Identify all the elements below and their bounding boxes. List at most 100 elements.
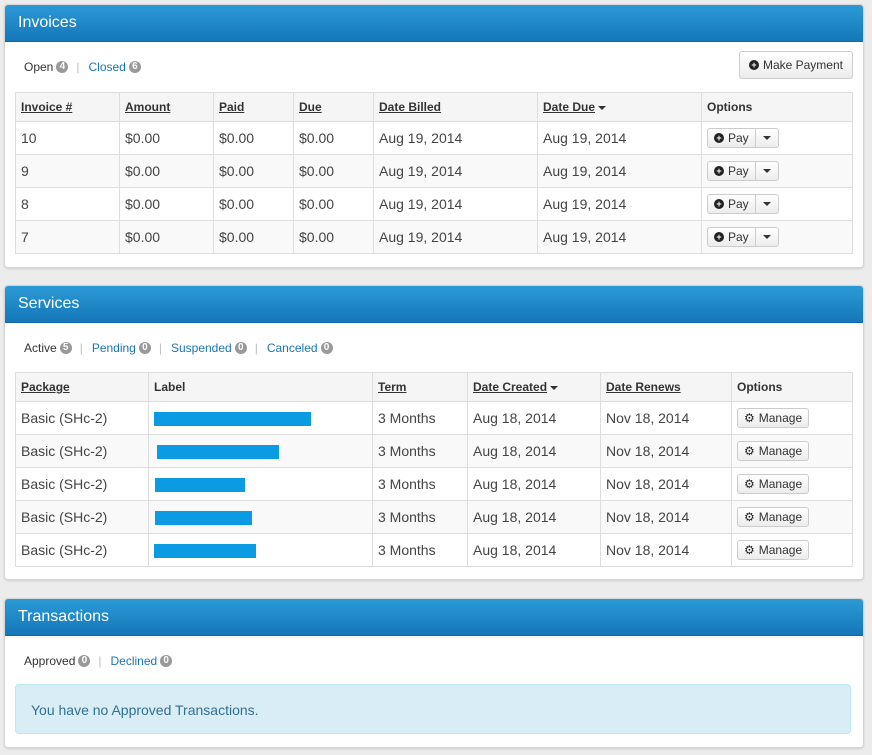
services-panel: Services Active 5 | Pending 0 | Suspended 0… — [4, 285, 864, 580]
manage-button[interactable]: ⚙ Manage — [737, 474, 810, 494]
caret-down-icon — [762, 136, 771, 140]
filter-active[interactable]: Active 5 — [24, 341, 72, 355]
pay-dropdown-toggle[interactable] — [755, 161, 779, 181]
plus-circle-icon: + — [714, 232, 724, 242]
filter-declined[interactable]: Declined 0 — [111, 654, 173, 668]
invoice-date-billed: Aug 19, 2014 — [373, 220, 538, 254]
invoice-number: 8 — [15, 187, 120, 221]
service-package: Basic (SHc-2) — [15, 533, 149, 567]
col-due[interactable]: Due — [293, 92, 374, 122]
col-date-billed[interactable]: Date Billed — [373, 92, 538, 122]
service-package: Basic (SHc-2) — [15, 401, 149, 435]
filter-open[interactable]: Open 4 — [24, 60, 69, 74]
invoice-date-billed: Aug 19, 2014 — [373, 121, 538, 155]
filter-closed-count: 6 — [128, 61, 141, 73]
filter-declined-count: 0 — [160, 655, 173, 667]
filter-pending-count: 0 — [138, 342, 151, 354]
gear-icon: ⚙ — [744, 477, 755, 491]
filter-suspended[interactable]: Suspended 0 — [171, 341, 247, 355]
caret-down-icon — [550, 385, 559, 390]
filter-open-label: Open — [24, 60, 54, 74]
make-payment-button[interactable]: + Make Payment — [738, 51, 853, 79]
col-paid[interactable]: Paid — [213, 92, 294, 122]
invoice-date-due: Aug 19, 2014 — [537, 220, 702, 254]
no-transactions-alert: You have no Approved Transactions. — [15, 684, 851, 734]
service-date-renews: Nov 18, 2014 — [600, 533, 732, 567]
invoices-filter-bar: Open 4 | Closed 6 — [24, 60, 141, 74]
redacted-label — [154, 412, 311, 427]
service-package: Basic (SHc-2) — [15, 434, 149, 468]
manage-button[interactable]: ⚙ Manage — [737, 441, 810, 461]
pay-button-group: + Pay — [707, 128, 779, 148]
filter-closed[interactable]: Closed 6 — [88, 60, 141, 74]
invoice-number: 9 — [15, 154, 120, 188]
col-date-created[interactable]: Date Created — [467, 372, 601, 402]
filter-canceled[interactable]: Canceled 0 — [267, 341, 333, 355]
service-options: ⚙ Manage — [731, 434, 853, 468]
filter-pending[interactable]: Pending 0 — [92, 341, 151, 355]
invoice-options: + Pay — [701, 121, 853, 155]
pay-button[interactable]: + Pay — [707, 194, 756, 214]
col-options: Options — [701, 92, 853, 122]
gear-icon: ⚙ — [744, 444, 755, 458]
make-payment-label: Make Payment — [762, 58, 843, 72]
invoice-date-due: Aug 19, 2014 — [537, 187, 702, 221]
redacted-label — [154, 544, 256, 559]
service-date-renews: Nov 18, 2014 — [600, 401, 732, 435]
pay-dropdown-toggle[interactable] — [755, 194, 779, 214]
invoice-amount: $0.00 — [119, 220, 214, 254]
redacted-label — [155, 511, 252, 526]
col-options: Options — [731, 372, 853, 402]
pay-button[interactable]: + Pay — [707, 128, 756, 148]
service-date-renews: Nov 18, 2014 — [600, 434, 732, 468]
manage-button[interactable]: ⚙ Manage — [737, 540, 810, 560]
invoice-options: + Pay — [701, 187, 853, 221]
pay-button[interactable]: + Pay — [707, 227, 756, 247]
invoice-date-billed: Aug 19, 2014 — [373, 187, 538, 221]
pay-button[interactable]: + Pay — [707, 161, 756, 181]
transactions-panel: Transactions Approved 0 | Declined 0 You h… — [4, 598, 864, 748]
service-date-created: Aug 18, 2014 — [467, 500, 601, 534]
col-date-due[interactable]: Date Due — [537, 92, 702, 122]
plus-circle-icon: + — [714, 199, 724, 209]
service-options: ⚙ Manage — [731, 533, 853, 567]
col-date-renews[interactable]: Date Renews — [600, 372, 732, 402]
invoice-due: $0.00 — [293, 187, 374, 221]
plus-circle-icon: + — [748, 60, 759, 70]
invoice-number: 7 — [15, 220, 120, 254]
col-term[interactable]: Term — [372, 372, 468, 402]
pay-dropdown-toggle[interactable] — [755, 227, 779, 247]
redacted-label — [155, 478, 245, 493]
manage-button[interactable]: ⚙ Manage — [737, 408, 810, 428]
col-invoice-number[interactable]: Invoice # — [15, 92, 120, 122]
invoice-options: + Pay — [701, 154, 853, 188]
service-date-created: Aug 18, 2014 — [467, 467, 601, 501]
service-date-renews: Nov 18, 2014 — [600, 467, 732, 501]
col-package[interactable]: Package — [15, 372, 149, 402]
invoice-options: + Pay — [701, 220, 853, 254]
invoice-due: $0.00 — [293, 121, 374, 155]
invoice-paid: $0.00 — [213, 154, 294, 188]
filter-suspended-count: 0 — [234, 342, 247, 354]
service-options: ⚙ Manage — [731, 500, 853, 534]
service-term: 3 Months — [372, 500, 468, 534]
transactions-filter-bar: Approved 0 | Declined 0 — [24, 654, 173, 668]
col-amount[interactable]: Amount — [119, 92, 214, 122]
table-row: Basic (SHc-2) 3 Months Aug 18, 2014 Nov … — [15, 500, 853, 534]
table-row: Basic (SHc-2) 3 Months Aug 18, 2014 Nov … — [15, 434, 853, 468]
gear-icon: ⚙ — [744, 411, 755, 425]
service-date-created: Aug 18, 2014 — [467, 434, 601, 468]
service-term: 3 Months — [372, 401, 468, 435]
invoice-paid: $0.00 — [213, 187, 294, 221]
filter-active-count: 5 — [59, 342, 72, 354]
services-table: Package Label Term Date Created Date Ren… — [15, 372, 853, 567]
manage-button[interactable]: ⚙ Manage — [737, 507, 810, 527]
service-term: 3 Months — [372, 533, 468, 567]
service-term: 3 Months — [372, 467, 468, 501]
service-options: ⚙ Manage — [731, 401, 853, 435]
filter-approved[interactable]: Approved 0 — [24, 654, 91, 668]
gear-icon: ⚙ — [744, 543, 755, 557]
service-label — [148, 401, 373, 435]
pay-dropdown-toggle[interactable] — [755, 128, 779, 148]
invoices-table: Invoice # Amount Paid Due Date Billed Da… — [15, 92, 853, 254]
